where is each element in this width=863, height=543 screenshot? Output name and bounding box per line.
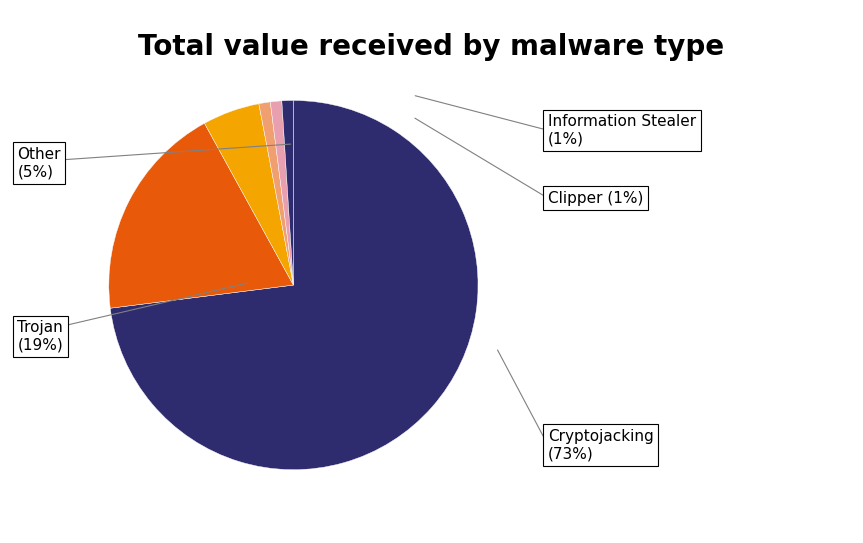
Text: Trojan
(19%): Trojan (19%): [17, 320, 63, 353]
Wedge shape: [109, 123, 293, 308]
Wedge shape: [205, 104, 293, 285]
Text: Cryptojacking
(73%): Cryptojacking (73%): [548, 429, 654, 462]
Wedge shape: [270, 101, 293, 285]
Wedge shape: [110, 100, 478, 470]
Text: Information Stealer
(1%): Information Stealer (1%): [548, 114, 696, 147]
Text: Clipper (1%): Clipper (1%): [548, 191, 644, 206]
Text: Other
(5%): Other (5%): [17, 147, 60, 179]
Text: Total value received by malware type: Total value received by malware type: [138, 33, 725, 61]
Wedge shape: [282, 100, 293, 285]
Wedge shape: [259, 102, 293, 285]
